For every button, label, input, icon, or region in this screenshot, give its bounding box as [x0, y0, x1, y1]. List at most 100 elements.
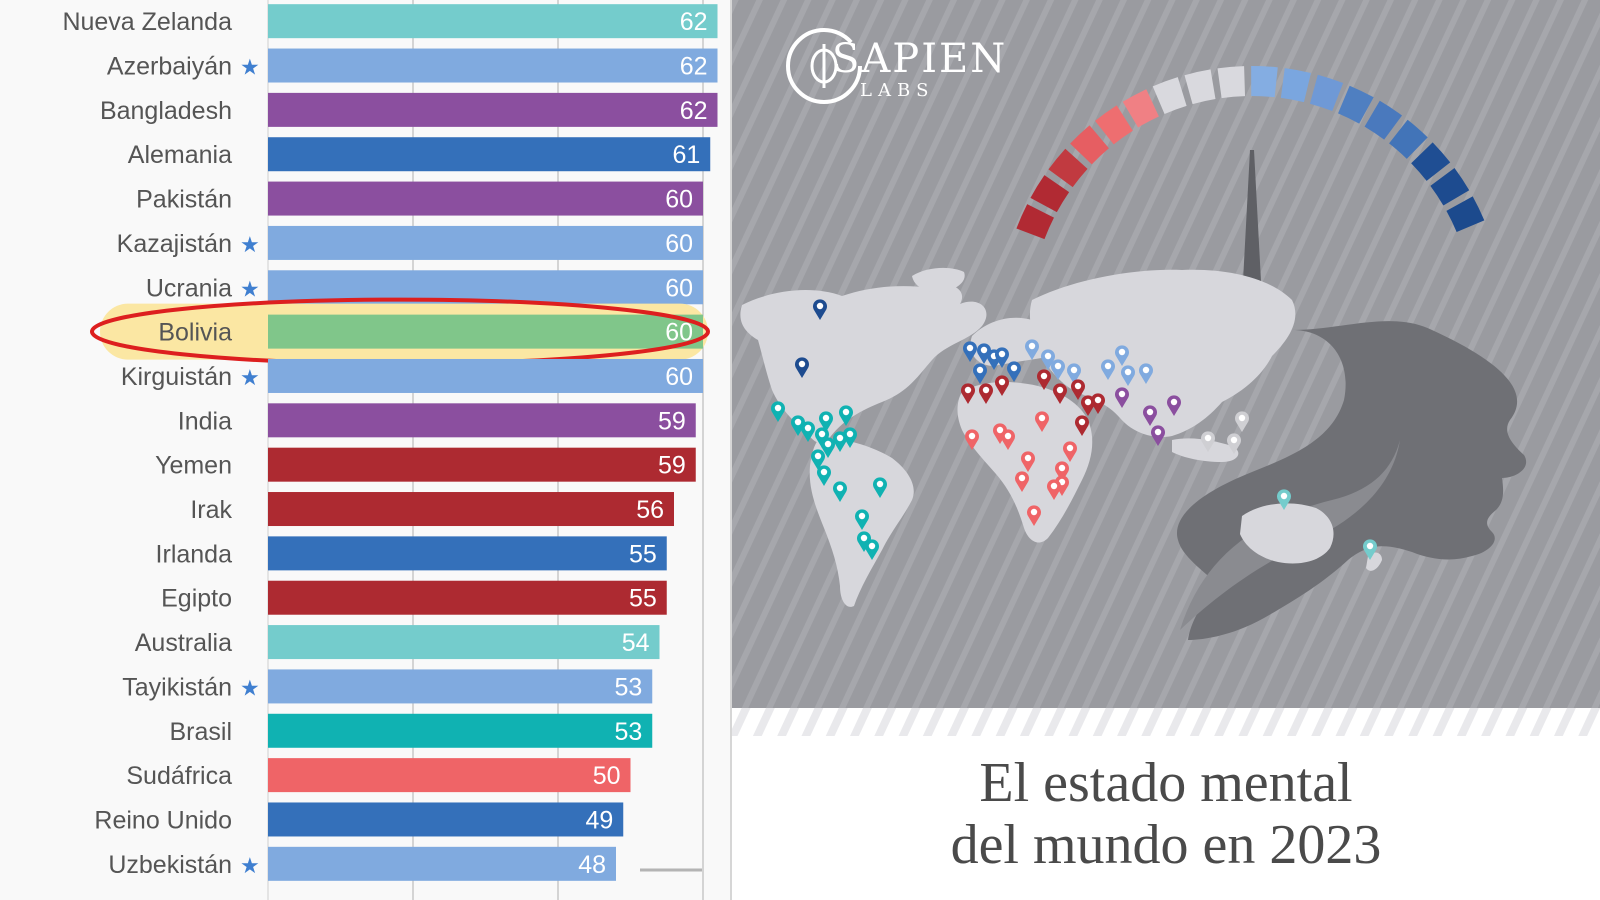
bar-value-label: 59: [658, 452, 686, 480]
map-pin-icon: [1139, 363, 1153, 384]
bar-value-label: 56: [636, 496, 664, 524]
country-label: Uzbekistán: [108, 851, 232, 879]
star-icon: ★: [240, 676, 260, 701]
map-pin-icon: [1027, 505, 1041, 526]
map-pin-icon: [819, 411, 833, 432]
report-title: El estado mental del mundo en 2023: [732, 752, 1600, 876]
map-pin-icon: [963, 341, 977, 362]
map-pin-icon: [1235, 411, 1249, 432]
gauge-segment: [1251, 66, 1278, 98]
map-pin-icon: [801, 421, 815, 442]
bar: [268, 625, 660, 660]
gauge-segment: [1070, 125, 1109, 165]
map-pin-icon: [813, 299, 827, 320]
bar: [268, 314, 703, 349]
mood-gauge-arc: [1016, 66, 1485, 240]
country-label: Pakistán: [136, 186, 232, 214]
star-icon: ★: [240, 854, 260, 879]
map-pin-icon: [1055, 461, 1069, 482]
bar: [268, 580, 667, 615]
map-pin-icon: [857, 531, 871, 552]
country-label: India: [178, 407, 232, 435]
country-label: Kazajistán: [117, 230, 232, 258]
map-pin-icon: [1035, 411, 1049, 432]
southeast-asia: [1172, 438, 1239, 462]
map-pin-icon: [973, 363, 987, 384]
star-icon: ★: [240, 277, 260, 302]
bar: [268, 846, 616, 881]
bar-value-label: 53: [614, 718, 642, 746]
map-pin-icon: [1151, 425, 1165, 446]
sapien-logo-icon: [786, 28, 862, 104]
map-pin-icon: [839, 405, 853, 426]
gauge-segment: [1364, 100, 1403, 140]
map-pin-icon: [1041, 349, 1055, 370]
bar: [268, 669, 653, 704]
gauge-segment: [1030, 175, 1070, 213]
map-pin-icon: [1167, 395, 1181, 416]
report-cover: SAPIEN LABS El estado mental del mundo e…: [732, 0, 1600, 900]
gauge-segment: [1430, 167, 1470, 206]
bar: [268, 92, 718, 127]
map-pin-icon: [791, 415, 805, 436]
gauge-segment: [1095, 105, 1133, 145]
bar: [268, 181, 703, 216]
map-pin-icon: [1067, 363, 1081, 384]
country-label: Sudáfrica: [126, 762, 232, 790]
map-pin-icon: [795, 357, 809, 378]
map-pin-icon: [771, 401, 785, 422]
country-label: Ucrania: [146, 274, 232, 302]
map-pin-icon: [815, 427, 829, 448]
map-pin-icon: [1143, 405, 1157, 426]
bar: [268, 137, 711, 172]
country-label: Yemen: [155, 452, 232, 480]
map-pin-icon: [1101, 359, 1115, 380]
gauge-segment: [1048, 148, 1088, 188]
map-pin-icon: [1201, 431, 1215, 452]
country-label: Tayikistán: [122, 673, 232, 701]
map-pin-icon: [1015, 471, 1029, 492]
map-pin-icon: [995, 347, 1009, 368]
bar: [268, 225, 703, 260]
bar-value-label: 59: [658, 407, 686, 435]
map-pin-icon: [1277, 489, 1291, 510]
gauge-segment: [1389, 119, 1428, 159]
map-pin-icon: [1021, 451, 1035, 472]
bar-value-label: 50: [593, 762, 621, 790]
bar: [268, 802, 624, 837]
star-icon: ★: [240, 233, 260, 258]
greenland: [912, 267, 965, 292]
country-label: Australia: [135, 629, 232, 657]
brand-name: SAPIEN: [832, 36, 1008, 82]
map-pin-icon: [1121, 365, 1135, 386]
bar-value-label: 55: [629, 540, 657, 568]
map-pin-icon: [1075, 415, 1089, 436]
country-label: Egipto: [161, 585, 232, 613]
map-pin-icon: [1001, 429, 1015, 450]
gauge-segment: [1217, 66, 1246, 99]
bar-value-label: 54: [622, 629, 650, 657]
bar-value-label: 53: [614, 673, 642, 701]
bar-value-label: 60: [665, 363, 693, 391]
map-pin-icon: [965, 429, 979, 450]
north-america: [740, 285, 987, 444]
map-pin-icon: [817, 465, 831, 486]
bar: [268, 48, 718, 83]
map-pin-icon: [961, 383, 975, 404]
report-title-line-1: El estado mental: [979, 752, 1353, 814]
bar: [268, 758, 631, 793]
map-pin-icon: [977, 343, 991, 364]
map-pin-icon: [1053, 383, 1067, 404]
map-pin-icon: [1025, 339, 1039, 360]
map-pin-icon: [995, 375, 1009, 396]
bar: [268, 358, 703, 393]
map-pin-icon: [873, 477, 887, 498]
country-label: Irlanda: [156, 540, 233, 568]
map-pin-icon: [1063, 441, 1077, 462]
australia: [1240, 503, 1334, 564]
map-pin-icon: [1037, 369, 1051, 390]
bar-value-label: 55: [629, 585, 657, 613]
gauge-segment: [1280, 68, 1311, 103]
map-pin-icon: [843, 427, 857, 448]
country-label: Reino Unido: [94, 806, 232, 834]
